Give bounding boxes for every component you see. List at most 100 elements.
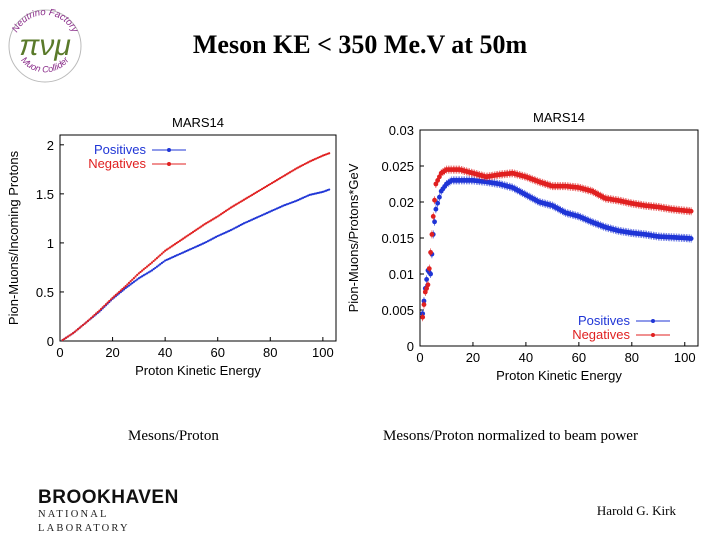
data-point [132,280,136,283]
data-point [164,259,167,262]
data-point [274,180,277,183]
data-point [283,174,287,177]
series-positives [61,188,331,342]
data-point [205,222,208,225]
legend-label-positives: Positives [578,313,631,328]
data-point [280,205,283,208]
data-point [177,253,180,256]
data-point [193,246,196,249]
data-point [213,236,216,239]
data-point [260,214,264,217]
data-point [265,184,269,188]
data-point [90,316,93,320]
data-point [134,279,137,282]
data-point [218,214,221,217]
data-point [219,233,223,236]
data-point [251,218,254,221]
data-point [311,193,315,196]
chart-mesons-normalized: MARS14 0 20 40 60 80 100 0 0.005 0.01 0.015 0.02 0.0… [348,110,699,383]
legend-marker-positives [651,319,655,323]
data-point [257,215,260,218]
data-point [168,257,172,260]
data-point [252,217,255,220]
x-tick-label: 20 [466,350,480,365]
data-point [200,243,203,246]
data-point [66,335,69,338]
data-point [279,206,282,209]
data-point [195,228,198,231]
data-point [308,160,311,163]
data-point [249,219,252,222]
data-point [223,210,226,214]
data-point [302,196,305,199]
data-point [76,328,80,331]
data-point [119,289,122,292]
y-tick-label: 0.01 [389,267,414,282]
data-point [85,321,88,324]
data-point [318,155,321,159]
data-point [154,266,157,270]
data-point [265,211,269,215]
data-point [109,298,113,301]
y-tick-label: 0.02 [389,195,414,210]
data-point [290,170,293,173]
data-point [198,226,201,229]
x-tick-label: 80 [263,345,277,360]
data-point [187,249,190,252]
data-point [274,208,277,211]
neutrino-factory-logo: Neutrino Factory Muon Collider πνμ [8,7,82,83]
data-point [308,193,311,196]
data-point [288,171,292,174]
data-point [170,245,173,248]
data-point [152,259,155,263]
data-point [141,275,144,278]
data-point [137,272,140,275]
data-point [228,207,231,210]
data-point [188,248,191,251]
data-point [311,158,315,162]
data-point [142,268,145,271]
data-point [131,282,134,285]
data-point [282,175,285,178]
data-point [247,219,251,223]
data-point [214,216,218,219]
institution-name: BROOKHAVEN [38,487,179,508]
data-point [145,265,149,268]
data-point [226,208,229,211]
data-point [134,275,137,278]
data-point [210,238,213,241]
legend-marker-positives [167,148,171,152]
data-point [216,234,219,238]
x-axis-label: Proton Kinetic Energy [135,363,261,378]
data-point [142,274,145,277]
data-point [310,193,313,196]
data-point [275,179,278,182]
data-point [219,213,223,216]
y-tick-label: 1.5 [36,187,54,202]
legend-marker-negatives [167,162,171,166]
data-point [231,228,234,231]
legend-label-positives: Positives [94,142,147,157]
data-point [267,183,270,187]
data-point [239,223,242,227]
data-point [139,276,142,279]
data-point [228,229,231,232]
y-tick-label: 0.005 [381,303,414,318]
data-point [164,249,167,252]
data-point [68,334,71,337]
data-point [254,191,257,194]
data-point [191,246,195,250]
legend-label-negatives: Negatives [572,327,630,342]
data-point [241,223,244,226]
series-negatives [420,165,694,322]
data-point [229,229,232,232]
data-point [201,242,205,245]
data-point [270,181,274,185]
data-point [287,172,290,175]
data-point [213,217,216,220]
data-point [73,330,76,333]
data-point [191,230,195,234]
data-point [165,248,168,251]
y-tick-label: 0.5 [36,285,54,300]
data-point [155,257,159,260]
